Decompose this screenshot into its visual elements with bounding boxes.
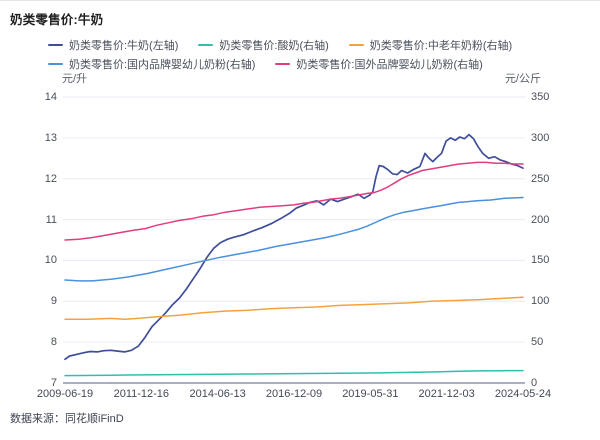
legend-dash-icon: [48, 62, 63, 66]
y-axis-tick-right: 150: [531, 254, 550, 267]
data-source: 数据来源：同花顺iFinD: [10, 413, 124, 425]
legend-item[interactable]: 奶类零售价:牛奶(左轴): [48, 37, 178, 53]
y-axis-tick-left: 11: [45, 213, 57, 226]
y-axis-tick-right: 100: [531, 295, 550, 308]
legend: 奶类零售价:牛奶(左轴) 奶类零售价:酸奶(右轴) 奶类零售价:中老年奶粉(右轴) 奶…: [48, 37, 578, 72]
legend-dash-icon: [348, 43, 364, 47]
x-axis-tick: 2014-06-13: [189, 388, 246, 400]
legend-dash-icon: [275, 62, 291, 66]
left-axis-unit-label: 元/升: [62, 73, 88, 85]
x-axis-tick: 2019-05-31: [342, 388, 399, 400]
y-axis-tick-right: 200: [531, 213, 550, 226]
series-line-1: [64, 369, 524, 377]
y-axis-tick-left: 9: [50, 295, 57, 308]
y-axis-tick-right: 250: [531, 172, 550, 185]
y-axis-tick-left: 14: [44, 91, 57, 103]
y-axis-tick-left: 8: [50, 336, 57, 349]
x-axis-tick: 2021-12-03: [418, 388, 475, 400]
x-axis-tick: 2016-12-09: [265, 388, 323, 400]
chart-title: 奶类零售价:牛奶: [10, 13, 104, 27]
legend-label: 奶类零售价:中老年奶粉(右轴): [369, 40, 513, 52]
x-axis-tick: 2009-06-19: [36, 388, 94, 400]
x-axis-tick: 2024-05-24: [494, 388, 552, 400]
y-axis-tick-left: 12: [44, 172, 57, 185]
x-axis-tick: 2011-12-16: [113, 388, 170, 400]
y-axis-tick-left: 7: [50, 377, 57, 389]
series-line-2: [64, 296, 524, 321]
y-axis-tick-right: 350: [531, 91, 550, 103]
series-line-0: [64, 133, 524, 361]
legend-label: 奶类零售价:国外品牌婴幼儿奶粉(右轴): [296, 59, 483, 71]
y-axis-tick-right: 50: [531, 336, 544, 349]
legend-row: 奶类零售价:国内品牌婴幼儿奶粉(右轴) 奶类零售价:国外品牌婴幼儿奶粉(右轴): [48, 56, 578, 72]
legend-item[interactable]: 奶类零售价:中老年奶粉(右轴): [348, 37, 513, 53]
legend-label: 奶类零售价:酸奶(右轴): [219, 40, 329, 52]
y-axis-tick-left: 10: [44, 254, 57, 267]
legend-dash-icon: [198, 43, 214, 47]
y-axis-tick-right: 0: [531, 377, 538, 389]
legend-item[interactable]: 奶类零售价:酸奶(右轴): [198, 37, 329, 53]
legend-item[interactable]: 奶类零售价:国内品牌婴幼儿奶粉(右轴): [48, 56, 255, 72]
series-line-4: [64, 161, 524, 241]
legend-label: 奶类零售价:牛奶(左轴): [69, 40, 179, 52]
right-axis-unit-label: 元/公斤: [504, 73, 541, 85]
y-axis-tick-right: 300: [531, 131, 550, 144]
legend-row: 奶类零售价:牛奶(左轴) 奶类零售价:酸奶(右轴) 奶类零售价:中老年奶粉(右轴): [48, 37, 578, 53]
legend-label: 奶类零售价:国内品牌婴幼儿奶粉(右轴): [69, 59, 256, 71]
series-line-3: [64, 196, 524, 282]
legend-dash-icon: [48, 43, 63, 47]
legend-item[interactable]: 奶类零售价:国外品牌婴幼儿奶粉(右轴): [275, 56, 483, 72]
y-axis-tick-left: 13: [44, 131, 57, 144]
